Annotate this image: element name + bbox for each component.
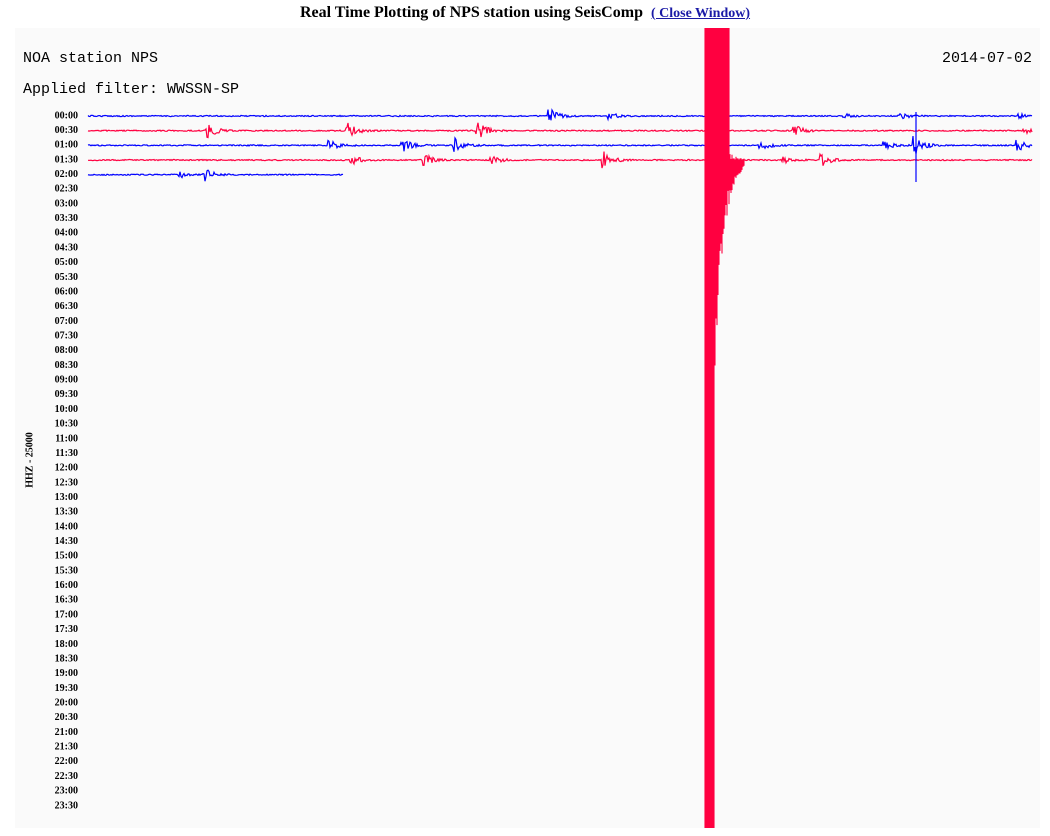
- time-label: 20:00: [55, 697, 78, 708]
- trace: [87, 136, 1033, 154]
- time-label: 02:00: [55, 169, 78, 180]
- time-label: 06:00: [55, 286, 78, 297]
- time-label: 19:00: [55, 668, 78, 679]
- time-label: 14:00: [55, 521, 78, 532]
- trace: [87, 122, 1033, 139]
- time-label: 01:30: [55, 154, 78, 165]
- time-label: 03:30: [55, 213, 78, 224]
- time-label: 22:00: [55, 756, 78, 767]
- time-label: 04:30: [55, 242, 78, 253]
- plot-panel: [15, 28, 1040, 828]
- time-label: 11:30: [55, 448, 78, 459]
- time-label: 10:00: [55, 404, 78, 415]
- time-label: 16:00: [55, 580, 78, 591]
- time-label: 18:00: [55, 639, 78, 650]
- time-label: 19:30: [55, 683, 78, 694]
- time-label: 00:30: [55, 125, 78, 136]
- close-window-link[interactable]: ( Close Window): [650, 6, 751, 21]
- trace: [87, 169, 344, 182]
- time-label: 09:00: [55, 375, 78, 386]
- time-label: 07:30: [55, 330, 78, 341]
- time-label: 05:30: [55, 272, 78, 283]
- time-label: 21:00: [55, 727, 78, 738]
- time-label: 16:30: [55, 595, 78, 606]
- time-label: 06:30: [55, 301, 78, 312]
- time-label: 08:30: [55, 360, 78, 371]
- time-label: 21:30: [55, 742, 78, 753]
- time-label: 13:30: [55, 507, 78, 518]
- time-label: 03:00: [55, 198, 78, 209]
- time-label: 08:00: [55, 345, 78, 356]
- time-label: 13:00: [55, 492, 78, 503]
- time-label: 23:00: [55, 786, 78, 797]
- time-label: 11:00: [55, 433, 78, 444]
- time-label: 20:30: [55, 712, 78, 723]
- header: Real Time Plotting of NPS station using …: [0, 4, 1050, 22]
- time-label: 23:30: [55, 800, 78, 811]
- station-label: NOA station NPS: [23, 50, 158, 67]
- time-label: 17:30: [55, 624, 78, 635]
- time-label: 09:30: [55, 389, 78, 400]
- time-label: 14:30: [55, 536, 78, 547]
- time-label: 05:00: [55, 257, 78, 268]
- time-label: 18:30: [55, 653, 78, 664]
- time-label: 01:00: [55, 140, 78, 151]
- page-title: Real Time Plotting of NPS station using …: [299, 4, 643, 21]
- trace: [88, 151, 1033, 169]
- trace: [87, 108, 1033, 122]
- date-label: 2014-07-02: [942, 50, 1032, 67]
- time-label: 02:30: [55, 184, 78, 195]
- filter-label: Applied filter: WWSSN-SP: [23, 81, 239, 98]
- time-label: 12:00: [55, 463, 78, 474]
- time-label: 15:00: [55, 551, 78, 562]
- time-label: 04:00: [55, 228, 78, 239]
- time-label: 00:00: [55, 110, 78, 121]
- time-label: 15:30: [55, 565, 78, 576]
- axis-label: HHZ - 25000: [24, 432, 35, 488]
- time-label: 12:30: [55, 477, 78, 488]
- time-label: 07:00: [55, 316, 78, 327]
- time-label: 17:00: [55, 609, 78, 620]
- time-label: 10:30: [55, 419, 78, 430]
- time-label: 22:30: [55, 771, 78, 782]
